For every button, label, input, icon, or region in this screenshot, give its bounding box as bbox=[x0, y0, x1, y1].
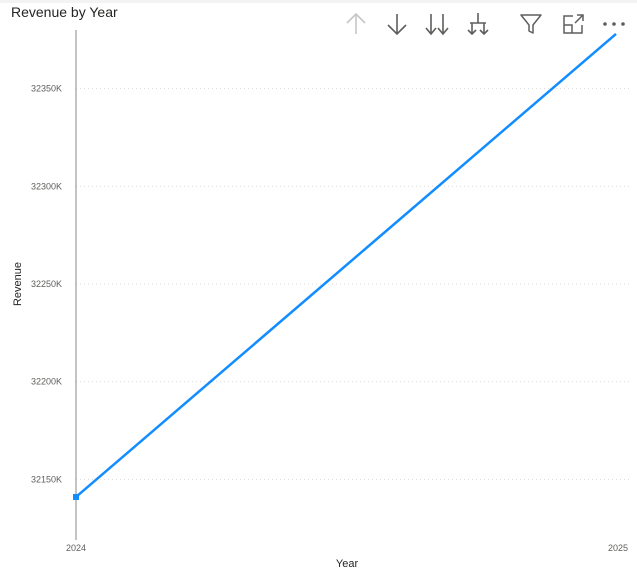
filter-icon bbox=[520, 14, 542, 34]
focus-mode-icon bbox=[563, 14, 584, 34]
expand-next-level-button[interactable] bbox=[465, 10, 491, 38]
y-axis-title: Revenue bbox=[12, 262, 24, 306]
chart-title: Revenue by Year bbox=[11, 4, 118, 20]
revenue-series-line bbox=[75, 32, 617, 498]
y-tick-label: 32250K bbox=[31, 279, 62, 289]
y-tick-label: 32350K bbox=[31, 84, 62, 94]
y-tick-label: 32300K bbox=[31, 181, 62, 191]
x-tick-label: 2024 bbox=[66, 543, 86, 553]
filter-button[interactable] bbox=[518, 10, 544, 38]
x-tick-label: 2025 bbox=[608, 543, 628, 553]
y-tick-label: 32200K bbox=[31, 377, 62, 387]
arrow-down-icon bbox=[387, 14, 407, 36]
visual-header-toolbar bbox=[0, 10, 637, 40]
data-point-marker bbox=[73, 493, 79, 500]
x-axis-title: Year bbox=[336, 558, 359, 570]
double-arrow-down-icon bbox=[425, 14, 449, 36]
go-to-next-level-button[interactable] bbox=[424, 10, 450, 38]
more-options-icon bbox=[603, 22, 625, 26]
y-tick-label: 32150K bbox=[31, 474, 62, 484]
focus-mode-button[interactable] bbox=[560, 10, 586, 38]
hierarchy-expand-icon bbox=[467, 13, 489, 36]
drill-up-button[interactable] bbox=[343, 10, 369, 38]
more-options-button[interactable] bbox=[601, 10, 627, 38]
drill-down-button[interactable] bbox=[384, 10, 410, 38]
arrow-up-icon bbox=[346, 12, 366, 34]
